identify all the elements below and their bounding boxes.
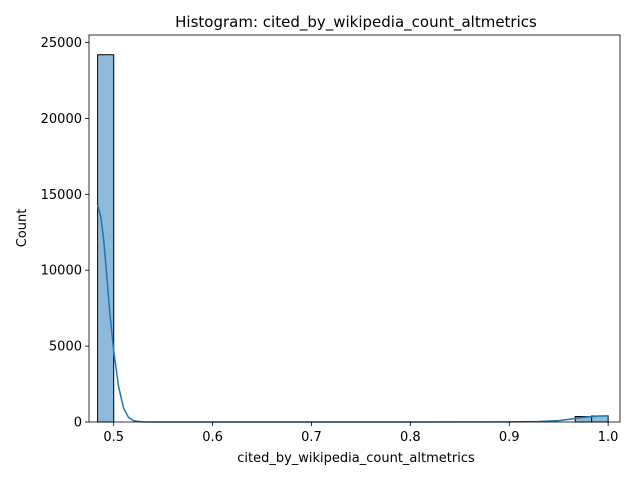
histogram-bar bbox=[97, 54, 115, 423]
y-tick-label: 20000 bbox=[41, 112, 82, 127]
x-tick-label: 0.5 bbox=[103, 430, 124, 445]
x-axis-label: cited_by_wikipedia_count_altmetrics bbox=[237, 451, 475, 466]
y-axis-label: Count bbox=[15, 209, 30, 248]
x-tick-label: 0.8 bbox=[400, 430, 421, 445]
x-tick-label: 0.7 bbox=[301, 430, 322, 445]
y-tick-label: 15000 bbox=[41, 188, 82, 203]
y-tick-label: 0 bbox=[74, 416, 82, 431]
y-tick-label: 10000 bbox=[41, 264, 82, 279]
x-tick-label: 0.9 bbox=[499, 430, 520, 445]
x-tick-label: 0.6 bbox=[202, 430, 223, 445]
y-tick-label: 5000 bbox=[49, 340, 82, 355]
y-tick-label: 25000 bbox=[41, 36, 82, 51]
chart-title: Histogram: cited_by_wikipedia_count_altm… bbox=[175, 13, 537, 32]
x-tick-label: 1.0 bbox=[598, 430, 619, 445]
axes-frame bbox=[88, 34, 621, 423]
plot-area: 0.5 0.6 0.7 0.8 0.9 1.0 0 5000 10000 15000 20000 25… bbox=[41, 34, 621, 445]
